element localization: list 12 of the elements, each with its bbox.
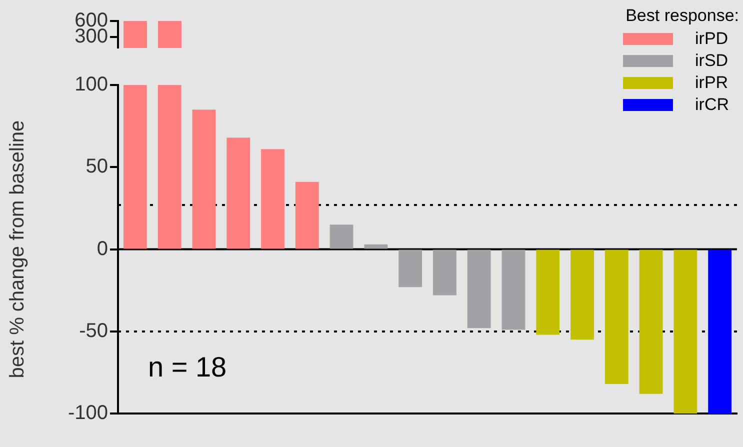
y-tick-label: -100 [68, 402, 108, 424]
y-axis-title: best % change from baseline [6, 120, 29, 378]
legend-label: irCR [695, 95, 730, 115]
y-tick-label: 0 [96, 238, 108, 260]
legend-label: irPR [695, 73, 730, 93]
legend-label: irSD [695, 51, 730, 71]
y-tick-label: -50 [79, 320, 108, 342]
legend-label: irPD [695, 29, 730, 49]
y-tick-label: 100 [74, 74, 108, 96]
annotation: n = 18 [148, 351, 227, 382]
legend-title: Best response: [624, 6, 739, 26]
y-tick-label: 50 [86, 156, 108, 178]
